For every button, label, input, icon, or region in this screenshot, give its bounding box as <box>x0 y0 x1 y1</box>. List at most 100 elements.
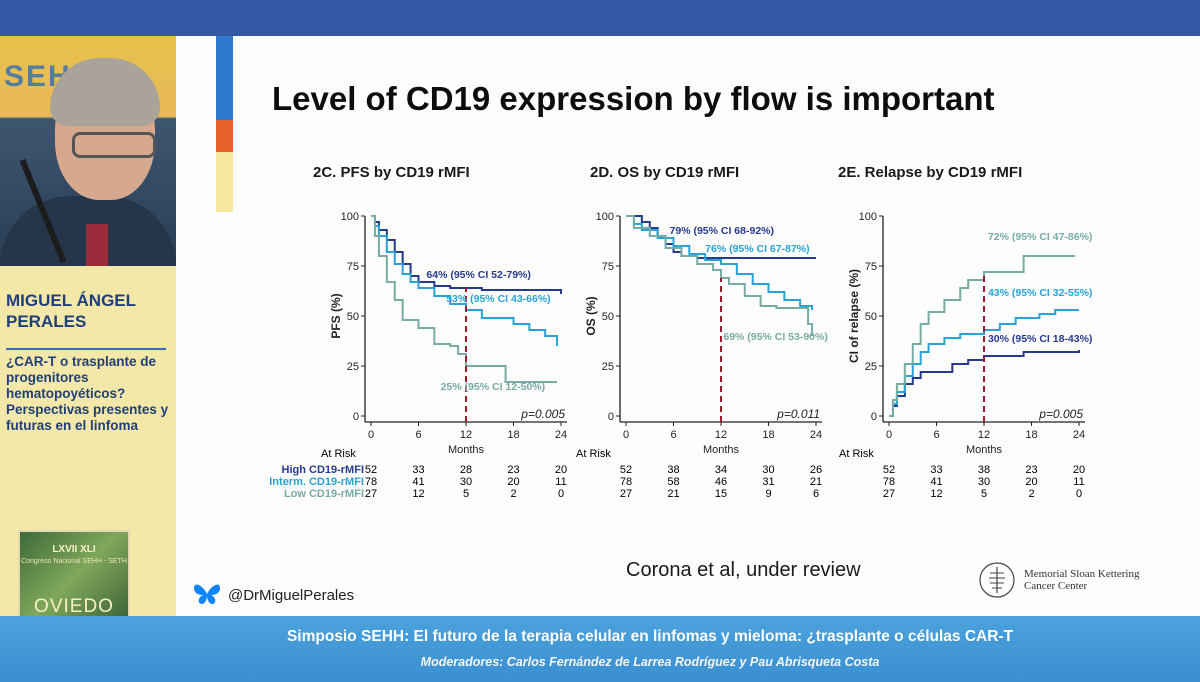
legend-interm: Interm. CD19-rMFI <box>269 476 364 488</box>
at-risk-count: 20 <box>507 476 520 488</box>
at-risk-count: 58 <box>667 476 680 488</box>
institution-name-line1: Memorial Sloan Kettering <box>1024 568 1140 580</box>
social-handle[interactable]: @DrMiguelPerales <box>192 582 354 608</box>
at-risk-count: 0 <box>1075 488 1083 500</box>
at-risk-count: 31 <box>762 476 775 488</box>
moderators: Moderadores: Carlos Fernández de Larrea … <box>420 655 880 669</box>
accent-bar-yellow <box>216 152 233 212</box>
y-tick-label: 75 <box>347 261 359 273</box>
y-tick-label: 25 <box>347 361 359 373</box>
y-tick-label: 75 <box>602 261 614 273</box>
p-value: p=0.005 <box>520 407 565 421</box>
y-tick-label: 75 <box>865 261 877 273</box>
x-tick-label: 18 <box>762 429 774 441</box>
km-plot: 0 25 50 75 100 0 6 12 18 24 Months CI of relapse (%… <box>847 211 1092 456</box>
at-risk-heading: At Risk <box>839 448 874 460</box>
y-tick-label: 25 <box>602 361 614 373</box>
x-axis-label: Months <box>703 444 740 456</box>
at-risk-count: 34 <box>714 464 728 476</box>
ci-annotation-interm: 76% (95% CI 67-87%) <box>705 243 809 255</box>
at-risk-count: 21 <box>667 488 680 500</box>
talk-title: ¿CAR-T o trasplante de progenitores hema… <box>6 354 169 433</box>
legend-high: High CD19-rMFI <box>281 464 365 476</box>
at-risk-count: 41 <box>412 476 425 488</box>
at-risk-count: 11 <box>1073 476 1085 488</box>
at-risk-count: 23 <box>1025 464 1038 476</box>
at-risk-count: 21 <box>809 476 823 488</box>
butterfly-icon <box>194 584 220 604</box>
at-risk-count: 78 <box>882 476 896 488</box>
ci-annotation-high: 79% (95% CI 68-92%) <box>670 225 774 237</box>
at-risk-count: 27 <box>364 488 378 500</box>
at-risk-count: 38 <box>667 464 680 476</box>
at-risk-count: 15 <box>714 488 728 500</box>
km-chart-relapse: 0 25 50 75 100 0 6 12 18 24 Months CI of relapse (%… <box>844 206 1104 506</box>
x-tick-label: 12 <box>978 429 990 441</box>
y-axis-label: PFS (%) <box>329 293 343 338</box>
y-tick-label: 50 <box>865 311 877 323</box>
at-risk-count: 27 <box>619 488 633 500</box>
x-tick-label: 24 <box>1073 429 1085 441</box>
ci-annotation-high: 64% (95% CI 52-79%) <box>426 269 530 281</box>
at-risk-count: 78 <box>364 476 378 488</box>
y-tick-label: 0 <box>608 411 614 423</box>
bottom-banner <box>0 616 1200 682</box>
series-line-low <box>889 255 1076 417</box>
at-risk-count: 0 <box>557 488 565 500</box>
badge-congress: Congreso Nacional SEHH - SETH <box>21 558 127 565</box>
y-tick-label: 0 <box>871 411 877 423</box>
at-risk-count: 28 <box>459 464 473 476</box>
x-axis-label: Months <box>448 444 485 456</box>
symposium-title: Simposio SEHH: El futuro de la terapia c… <box>286 628 1014 645</box>
y-axis-label: CI of relapse (%) <box>847 269 861 363</box>
ci-annotation-low: 69% (95% CI 53-90%) <box>723 331 827 343</box>
legend-low: Low CD19-rMFI <box>283 488 364 500</box>
y-tick-label: 100 <box>341 211 359 223</box>
y-tick-label: 50 <box>602 311 614 323</box>
at-risk-count: 20 <box>554 464 568 476</box>
congress-badge: LXVII XLI Congreso Nacional SEHH - SETH … <box>18 530 130 616</box>
series-line-low <box>626 215 814 336</box>
divider <box>6 348 166 350</box>
badge-city: OVIEDO <box>34 596 114 616</box>
x-tick-label: 24 <box>555 429 567 441</box>
institution-name-line2: Cancer Center <box>1024 580 1088 592</box>
y-tick-label: 100 <box>596 211 614 223</box>
presentation-slide: Level of CD19 expression by flow is impo… <box>176 36 1200 616</box>
y-axis-label: OS (%) <box>584 296 598 335</box>
x-tick-label: 18 <box>1025 429 1037 441</box>
speaker-video: SEHH <box>0 36 176 266</box>
km-chart-pfs: 0 25 50 75 100 0 6 12 18 24 Months PFS (%) 64% (95% … <box>326 206 586 506</box>
ci-annotation-high: 30% (95% CI 18-43%) <box>988 333 1092 345</box>
p-value: p=0.005 <box>1038 407 1083 421</box>
at-risk-count: 20 <box>1072 464 1086 476</box>
x-tick-label: 0 <box>368 429 374 441</box>
at-risk-heading: At Risk <box>576 448 611 460</box>
km-chart-os: 0 25 50 75 100 0 6 12 18 24 Months OS (%) 79% (95% C… <box>581 206 841 506</box>
x-tick-label: 6 <box>415 429 421 441</box>
y-tick-label: 25 <box>865 361 877 373</box>
x-tick-label: 0 <box>886 429 892 441</box>
speaker-panel: SEHH MIGUEL ÁNGEL PERALES ¿CAR-T o trasp… <box>0 36 176 616</box>
x-tick-label: 6 <box>670 429 676 441</box>
at-risk-count: 27 <box>882 488 896 500</box>
at-risk-count: 2 <box>1028 488 1035 500</box>
chart-title-pfs: 2C. PFS by CD19 rMFI <box>313 164 470 181</box>
at-risk-count: 52 <box>619 464 633 476</box>
at-risk-count: 78 <box>619 476 633 488</box>
at-risk-count: 5 <box>980 488 988 500</box>
x-tick-label: 6 <box>933 429 939 441</box>
at-risk-count: 46 <box>714 476 728 488</box>
at-risk-count: 30 <box>459 476 473 488</box>
at-risk-count: 23 <box>507 464 520 476</box>
at-risk-count: 6 <box>812 488 820 500</box>
p-value: p=0.011 <box>776 407 820 421</box>
at-risk-heading: At Risk <box>321 448 356 460</box>
series-line-interm <box>626 215 814 310</box>
km-plot: 0 25 50 75 100 0 6 12 18 24 Months PFS (%) 64% (95% … <box>329 211 567 456</box>
at-risk-count: 52 <box>364 464 378 476</box>
at-risk-count: 30 <box>977 476 991 488</box>
series-line-high <box>371 215 562 294</box>
at-risk-count: 2 <box>510 488 517 500</box>
at-risk-count: 12 <box>412 488 425 500</box>
